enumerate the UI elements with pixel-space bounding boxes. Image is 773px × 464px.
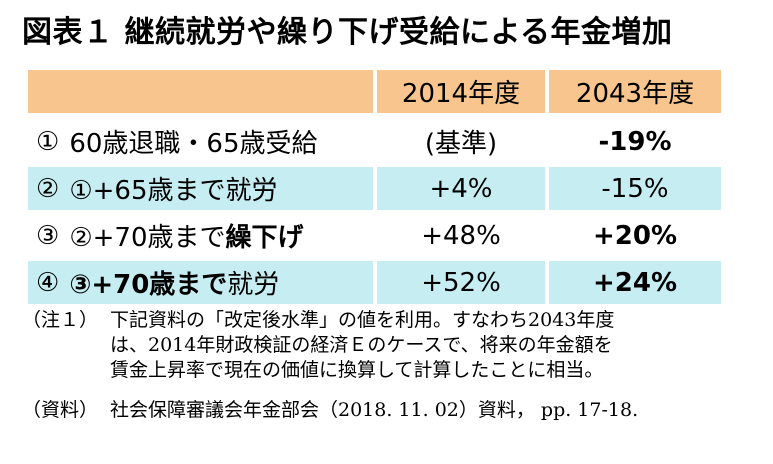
header-cell-2043: 2043年度 [549,70,721,113]
value-2014: +52% [377,261,545,304]
value-2014: (基準) [424,129,498,159]
row-label: ④ ③+70歳まで 就労 [28,261,373,304]
row-label-text: 60歳退職・65歳受給 [69,129,318,159]
figure-title: 図表１ 継続就労や繰り下げ受給による年金増加 [22,15,673,50]
note-1-text-3: 賃金上昇率で現在の価値に換算して計算したことに相当。 [110,359,604,381]
table-row: ① 60歳退職・65歳受給 (基準) -19% [28,120,721,163]
row-number: ④ [36,267,60,298]
note-1: （注１） 下記資料の「改定後水準」の値を利用。すなわち2043年度 は、2014年… [22,308,614,383]
note-1-text-1: 下記資料の「改定後水準」の値を利用。すなわち2043年度 [110,309,615,331]
row-label-text: ①+65歳まで就労 [69,176,278,206]
row-label: ① 60歳退職・65歳受給 [28,120,373,163]
note-1-prefix: （注１） [22,309,99,331]
value-2043: +24% [549,261,721,304]
note-1-line-2: は、2014年財政検証の経済Ｅのケースで、将来の年金額を [22,333,614,358]
pension-table: 2014年度 2043年度 ① 60歳退職・65歳受給 (基準) -19% ② … [28,70,721,308]
table-row: ③ ②+70歳まで 繰下げ +48% +20% [28,214,721,257]
value-2043: -19% [598,126,672,157]
source-note: （資料） 社会保障審議会年金部会（2018. 11. 02）資料， pp. 17-… [22,398,638,423]
table-row: ④ ③+70歳まで 就労 +52% +24% [28,261,721,304]
table-row: ② ①+65歳まで就労 +4% -15% [28,167,721,210]
row-label: ② ①+65歳まで就労 [28,167,373,210]
value-2014: +48% [421,220,501,251]
table-header-row: 2014年度 2043年度 [28,70,721,113]
note-1-line-1: （注１） 下記資料の「改定後水準」の値を利用。すなわち2043年度 [22,308,614,333]
row-number: ① [36,126,60,157]
value-2043: -15% [549,167,721,210]
header-cell-2014: 2014年度 [377,70,545,113]
value-2014: +4% [377,167,545,210]
row-label-emphasis: 繰下げ [225,223,304,253]
note-1-line-3: 賃金上昇率で現在の価値に換算して計算したことに相当。 [22,358,614,383]
value-2043: +20% [592,220,678,251]
row-number: ② [36,173,60,204]
row-label: ③ ②+70歳まで 繰下げ [28,214,373,257]
note-1-text-2: は、2014年財政検証の経済Ｅのケースで、将来の年金額を [110,334,613,356]
source-prefix: （資料） [22,399,99,421]
row-label-text: ②+70歳まで [69,223,226,253]
row-label-emphasis: ③+70歳まで [69,270,228,300]
header-cell-label [28,70,373,113]
row-number: ③ [36,220,60,251]
row-label-text: 就労 [227,270,280,300]
source-text: 社会保障審議会年金部会（2018. 11. 02）資料， pp. 17-18. [110,399,639,421]
